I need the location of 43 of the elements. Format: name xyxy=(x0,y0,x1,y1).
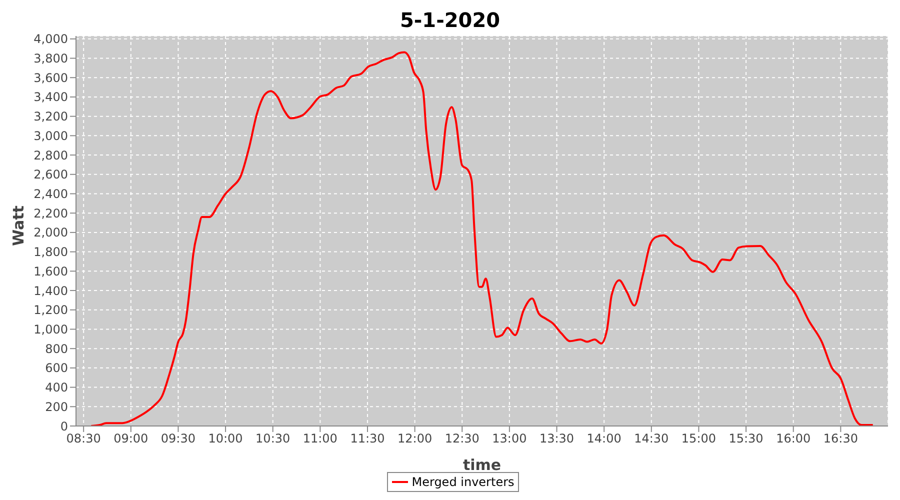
y-tick-label: 2,200 xyxy=(34,206,68,220)
y-tick-label: 3,600 xyxy=(34,70,68,85)
x-axis-title: time xyxy=(462,456,502,474)
y-tick-label: 1,200 xyxy=(34,303,68,318)
y-tick-label: 3,200 xyxy=(34,110,68,124)
x-tick-label: 12:30 xyxy=(444,432,480,446)
x-tick-label: 10:30 xyxy=(256,432,290,446)
y-tick-label: 1,400 xyxy=(34,284,68,298)
y-tick-label: 3,400 xyxy=(34,90,68,104)
y-tick-label: 3,800 xyxy=(34,52,68,66)
y-tick-label: 400 xyxy=(45,380,68,395)
y-tick-label: 4,000 xyxy=(34,32,68,46)
y-tick-label: 0 xyxy=(60,419,68,434)
line-series xyxy=(90,51,874,426)
y-tick-label: 600 xyxy=(45,361,68,376)
x-tick-label: 14:30 xyxy=(634,432,669,446)
y-tick-label: 2,400 xyxy=(34,187,68,201)
y-tick-label: 2,000 xyxy=(34,226,68,240)
x-tick-label: 15:30 xyxy=(728,432,764,446)
y-tick-label: 1,000 xyxy=(34,322,68,336)
x-tick-label: 15:00 xyxy=(681,432,716,446)
x-tick-label: 14:00 xyxy=(586,432,622,446)
y-tick-label: 1,800 xyxy=(34,245,68,260)
x-tick-label: 08:30 xyxy=(66,432,101,446)
x-tick-label: 09:00 xyxy=(114,432,148,446)
y-tick-label: 800 xyxy=(45,342,68,356)
y-tick-label: 3,000 xyxy=(34,128,68,143)
y-tick-label: 2,800 xyxy=(34,148,68,162)
legend-label: Merged inverters xyxy=(410,475,514,489)
x-tick-label: 10:00 xyxy=(208,432,243,446)
y-tick-label: 2,600 xyxy=(34,168,68,182)
y-tick-label: 1,600 xyxy=(34,264,68,278)
x-tick-label: 09:30 xyxy=(160,432,196,446)
x-tick-label: 11:30 xyxy=(350,432,385,446)
x-tick-label: 16:30 xyxy=(823,432,858,446)
x-tick-label: 11:00 xyxy=(302,432,338,446)
x-tick-label: 13:30 xyxy=(539,432,574,446)
y-tick-label: 200 xyxy=(45,400,68,414)
chart-title: 5-1-2020 xyxy=(398,8,502,34)
x-tick-label: 12:00 xyxy=(398,432,432,446)
x-tick-label: 13:00 xyxy=(492,432,527,446)
x-tick-label: 16:00 xyxy=(776,432,811,446)
y-axis-title: Watt xyxy=(9,206,28,246)
